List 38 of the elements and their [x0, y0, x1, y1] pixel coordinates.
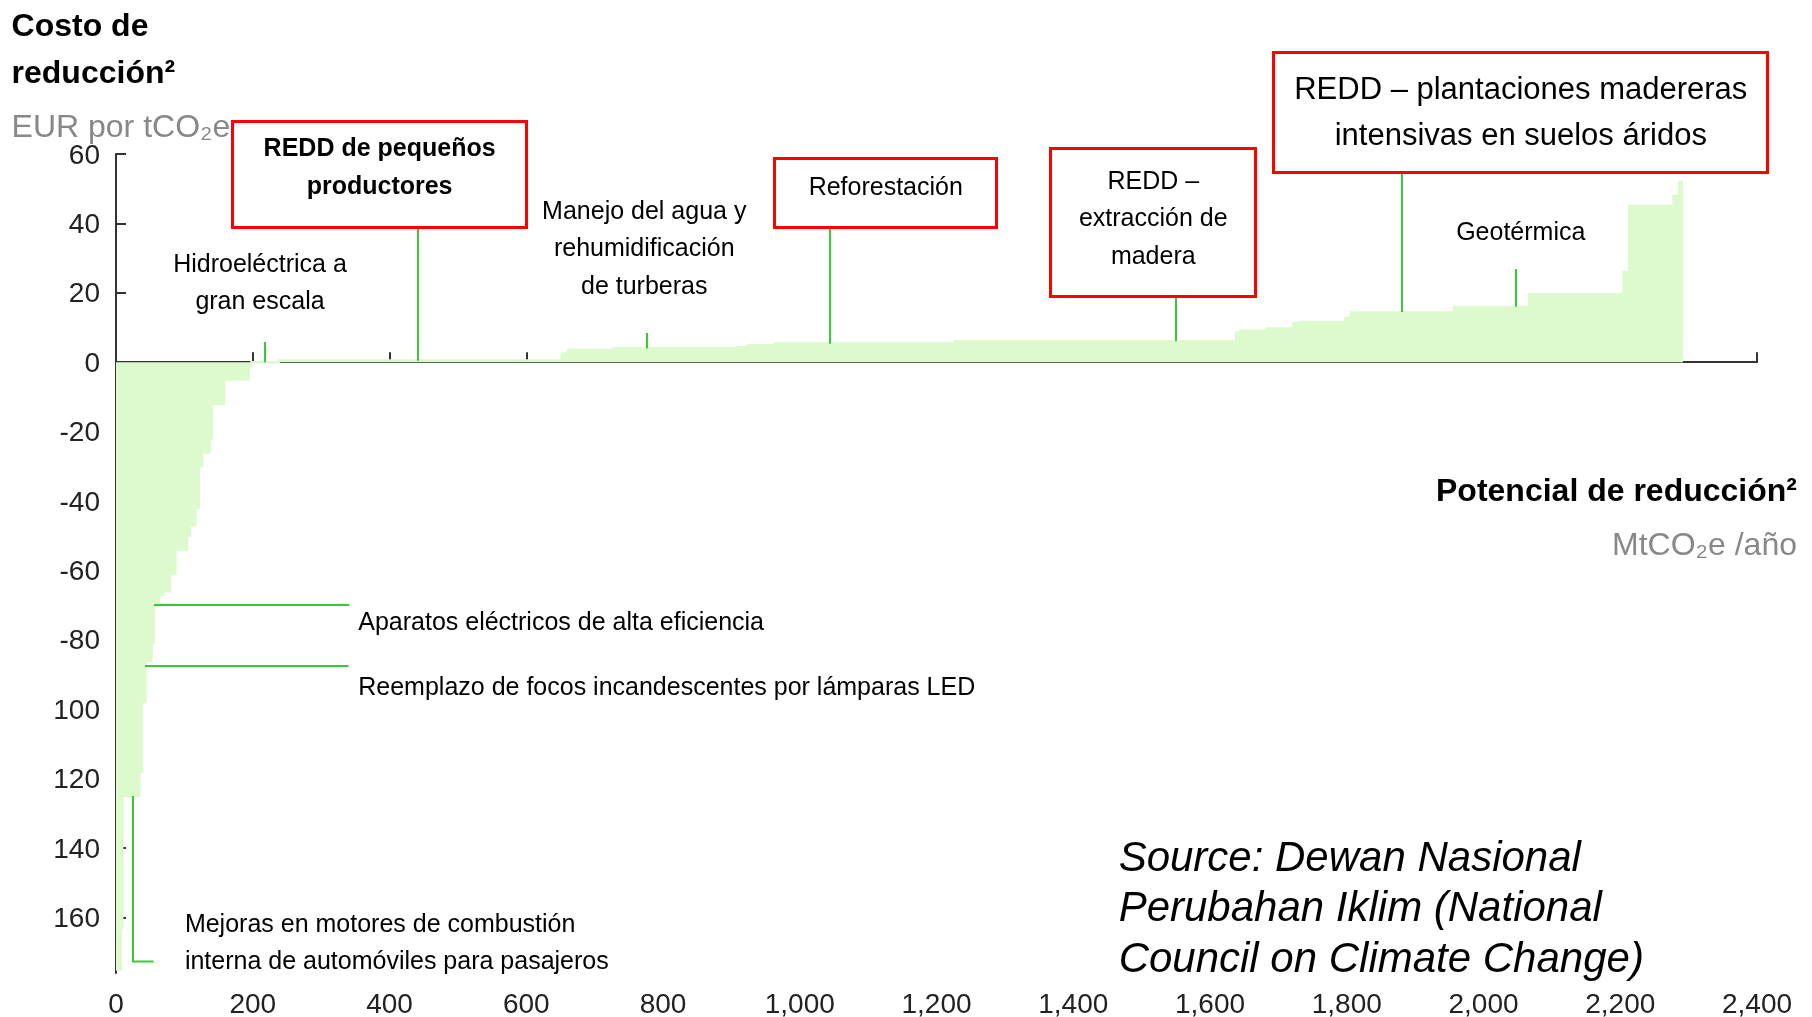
y-tick-label: -20: [59, 416, 100, 448]
y-tick-label: 100: [53, 693, 100, 725]
annotation: Hidroeléctrica a gran escala: [172, 248, 348, 317]
annotation: Aparatos eléctricos de alta eficiencia: [358, 606, 765, 638]
annotation: Reforestación: [773, 157, 999, 229]
y-axis-title: Costo de reducción²: [11, 6, 177, 92]
x-tick-label: 1,200: [901, 987, 972, 1017]
annotation: REDD – plantaciones madereras intensivas en suelos áridos: [1272, 50, 1770, 175]
y-tick-label: -80: [59, 624, 100, 656]
y-tick-label: 0: [84, 346, 100, 378]
annotation: Manejo del agua y rehumidificación de turberas: [541, 194, 748, 301]
x-tick-label: 800: [639, 987, 687, 1017]
annotation: Reemplazo de focos incandescentes por lámparas LED: [358, 670, 977, 702]
x-tick-label: 2,000: [1448, 987, 1519, 1017]
annotation: REDD de pequeños productores: [231, 120, 529, 229]
y-tick-label: 160: [53, 901, 100, 933]
y-tick-label: 20: [68, 277, 100, 309]
y-tick-label: 40: [68, 207, 100, 239]
x-axis-title: Potencial de reducción²: [1436, 470, 1797, 510]
x-tick-label: 0: [108, 987, 124, 1017]
annotation: Source: Dewan Nasional Perubahan Iklim (National Council on Climate Change): [1118, 832, 1645, 983]
annotation: REDD – extracción de madera: [1049, 146, 1258, 299]
annotation: MtCO₂e /año: [1611, 525, 1797, 564]
x-tick-label: 1,000: [764, 987, 835, 1017]
x-tick-label: 1,400: [1038, 987, 1109, 1017]
annotation: Geotérmica: [1455, 215, 1587, 247]
annotation: Mejoras en motores de combustión interna de automóviles para pasajeros: [184, 907, 610, 977]
x-tick-label: 1,600: [1174, 987, 1246, 1017]
x-tick-label: 200: [229, 987, 277, 1017]
x-tick-label: 2,400: [1721, 987, 1793, 1017]
x-tick-label: 600: [502, 987, 550, 1017]
x-tick-label: 400: [366, 987, 413, 1017]
x-tick-label: 1,800: [1311, 987, 1382, 1017]
y-tick-label: 140: [53, 832, 100, 864]
y-tick-label: 120: [53, 763, 100, 795]
y-tick-label: -40: [59, 485, 100, 517]
x-tick-label: 2,200: [1585, 987, 1656, 1017]
y-tick-label: -60: [59, 554, 100, 586]
